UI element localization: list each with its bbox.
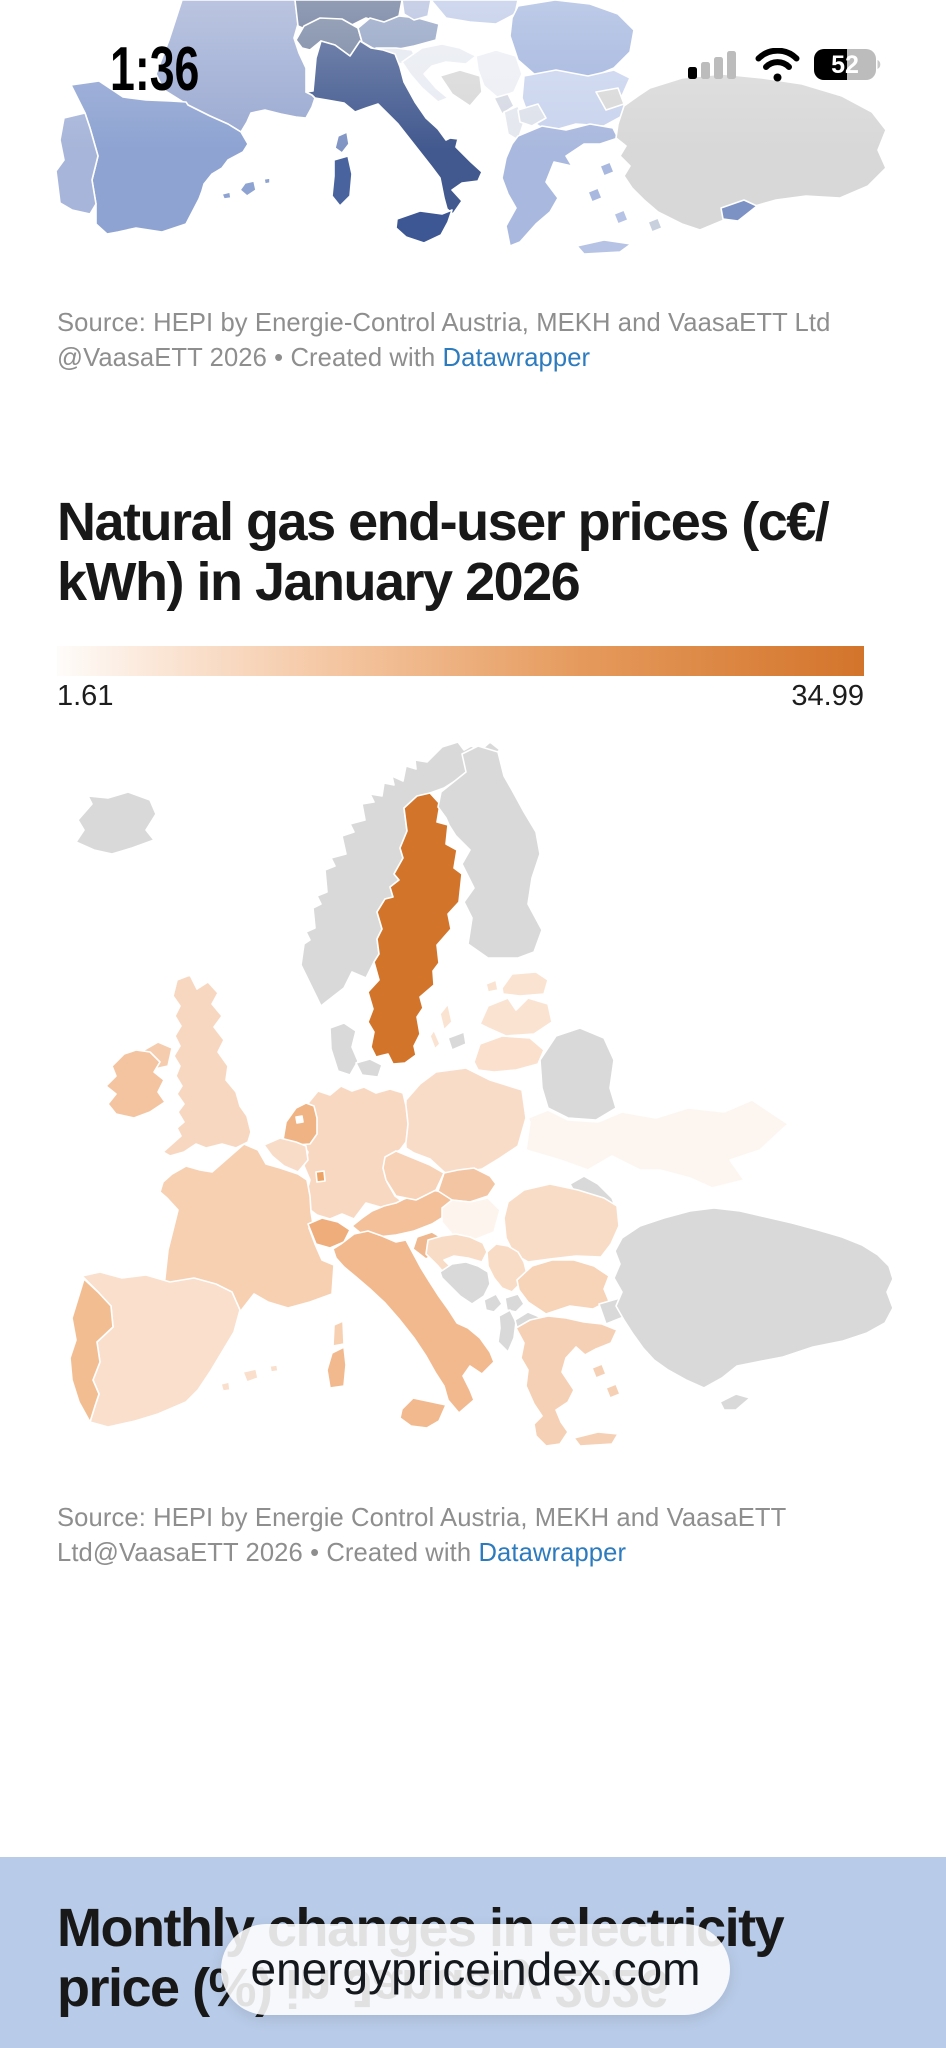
svg-text:52: 52 bbox=[831, 51, 859, 79]
